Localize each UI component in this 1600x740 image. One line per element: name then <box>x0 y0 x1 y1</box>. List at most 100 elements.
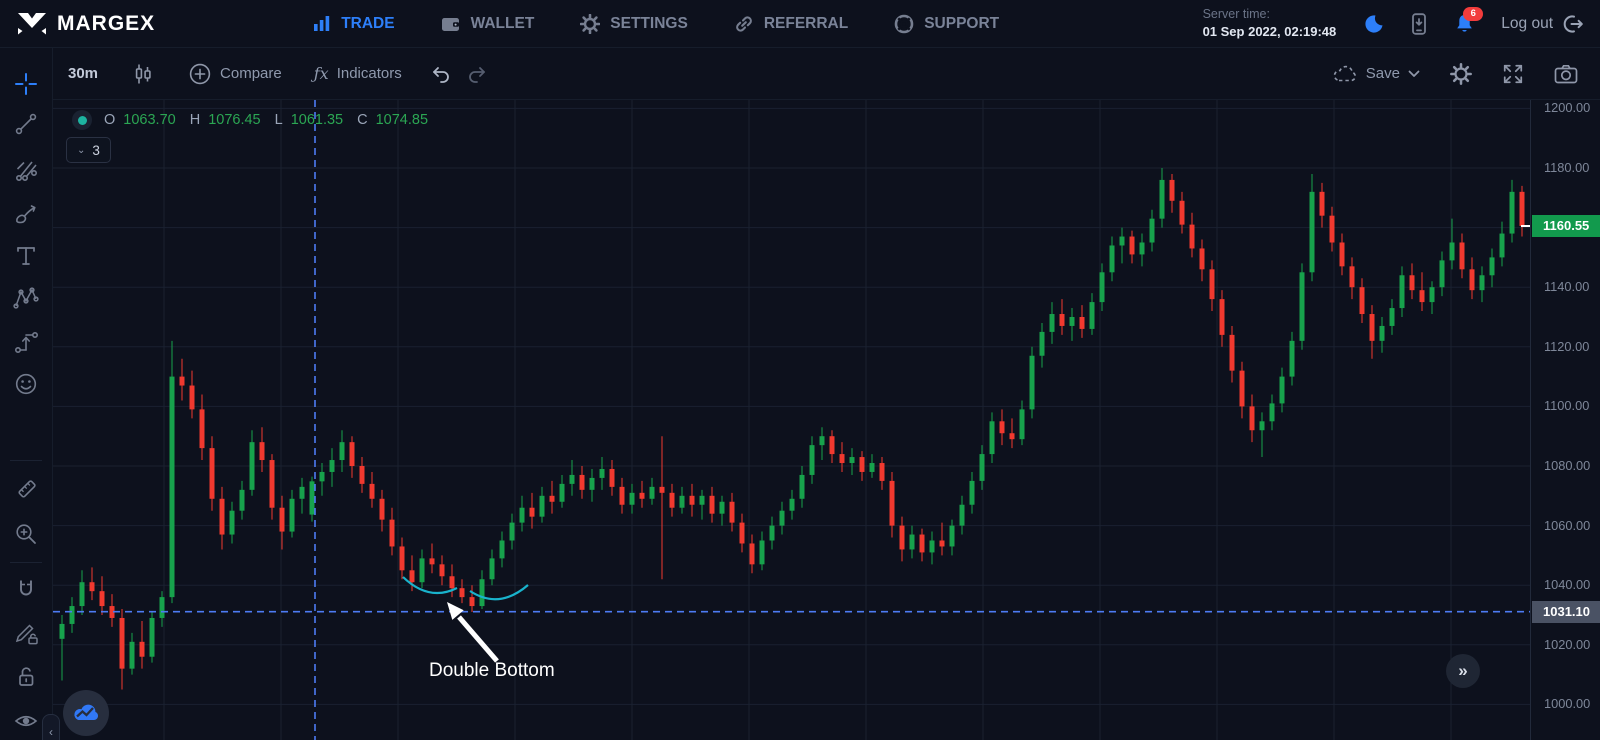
undo-button[interactable] <box>430 65 452 83</box>
lock-all-tool[interactable] <box>8 659 44 695</box>
indicators-label: Indicators <box>336 65 402 82</box>
logout-button[interactable]: Log out <box>1501 14 1584 34</box>
chart-type-button[interactable] <box>132 62 154 86</box>
cloud-icon <box>1333 65 1356 81</box>
undo-icon <box>432 66 449 83</box>
price-axis[interactable]: 1000.00 1020.00 1040.00 1060.00 1080.00 1100.… <box>1530 100 1600 740</box>
gann-fibonacci-tool[interactable] <box>8 152 44 188</box>
double-bottom-annotation[interactable] <box>402 576 529 663</box>
nav-label: TRADE <box>341 14 395 32</box>
nav-item-support[interactable]: SUPPORT <box>894 14 999 34</box>
server-time: Server time: 01 Sep 2022, 02:19:48 <box>1203 6 1337 42</box>
logout-icon <box>1563 14 1583 33</box>
theme-toggle-button[interactable] <box>1362 13 1384 35</box>
price-axis-label: 1200.00 <box>1544 100 1591 116</box>
chart-logo-button[interactable] <box>63 690 109 736</box>
zoom-in-tool[interactable] <box>8 516 44 552</box>
nav-label: SETTINGS <box>610 14 688 32</box>
top-nav: MARGEX TRADE WALLET <box>0 0 1600 48</box>
nav-item-trade[interactable]: TRADE <box>313 14 395 33</box>
nav-item-referral[interactable]: REFERRAL <box>734 14 848 34</box>
brush-tool[interactable] <box>8 196 44 232</box>
forecast-tool[interactable] <box>8 324 44 360</box>
magnifier-plus-icon <box>16 524 36 544</box>
bar-chart-icon <box>314 16 330 31</box>
trend-line-tool[interactable] <box>8 106 44 142</box>
margex-logo[interactable]: MARGEX <box>16 11 155 37</box>
sidebar-divider <box>10 562 42 563</box>
ohlc-legend[interactable]: O 1063.70 H 1076.45 L 1061.35 C 1074.85 <box>72 110 434 130</box>
close-label: C <box>357 112 368 128</box>
brand-name: MARGEX <box>57 11 156 35</box>
text-tool[interactable] <box>8 238 44 274</box>
price-axis-label: 1100.00 <box>1544 398 1590 414</box>
wallet-icon <box>441 18 459 31</box>
interval-button[interactable]: 30m <box>68 65 99 82</box>
last-price-tick <box>1521 224 1530 227</box>
compare-button[interactable]: Compare <box>188 62 282 86</box>
emoji-tool[interactable] <box>8 366 44 402</box>
close-value: 1074.85 <box>375 112 429 128</box>
nav-item-wallet[interactable]: WALLET <box>441 14 535 33</box>
notifications-button[interactable]: 6 <box>1454 6 1484 35</box>
chevron-down-icon: ⌄ <box>77 144 86 156</box>
pitchfork-icon <box>16 161 37 181</box>
series-status-icon <box>72 110 92 130</box>
notification-badge: 6 <box>1463 6 1484 21</box>
open-label: O <box>104 112 116 128</box>
drawing-lock-tool[interactable] <box>8 615 44 651</box>
magnet-icon <box>20 580 32 596</box>
trend-line-icon <box>15 113 37 135</box>
mobile-app-button[interactable] <box>1410 12 1428 35</box>
price-axis-label: 1180.00 <box>1544 160 1590 175</box>
chart-toolbar: 30m Compare ƒx Indicators <box>52 48 1600 100</box>
compare-label: Compare <box>220 65 282 82</box>
drawing-toolbar <box>0 48 53 740</box>
low-value: 1061.35 <box>290 112 344 128</box>
text-icon <box>17 247 35 265</box>
nav-label: REFERRAL <box>763 14 849 32</box>
gear-icon <box>1450 62 1472 85</box>
nav-menu: TRADE WALLET <box>313 13 999 34</box>
crosshair-tool[interactable] <box>8 66 44 102</box>
moon-icon <box>1365 14 1383 33</box>
margex-m-icon <box>18 12 46 34</box>
nav-label: WALLET <box>470 14 535 32</box>
link-icon <box>735 15 752 32</box>
fullscreen-button[interactable] <box>1502 63 1524 85</box>
show-panel-button[interactable]: » <box>1446 654 1480 688</box>
crosshair-lines <box>53 100 1530 740</box>
ruler-icon <box>18 480 36 498</box>
nav-right: Server time: 01 Sep 2022, 02:19:48 <box>1203 6 1584 42</box>
server-time-label: Server time: <box>1202 6 1270 21</box>
hide-all-tool[interactable] <box>8 703 44 739</box>
low-label: L <box>274 112 283 128</box>
nav-item-settings[interactable]: SETTINGS <box>580 13 688 34</box>
indicators-button[interactable]: ƒx Indicators <box>314 64 402 83</box>
gear-icon <box>580 13 601 34</box>
measure-tool[interactable] <box>8 472 44 508</box>
snapshot-button[interactable] <box>1554 64 1578 84</box>
grid-lines <box>53 100 1530 740</box>
magnet-tool[interactable] <box>8 572 44 608</box>
eye-icon <box>14 715 38 727</box>
chevron-down-icon <box>1408 70 1420 77</box>
candlestick-icon <box>135 64 151 83</box>
chart-settings-button[interactable] <box>1450 62 1472 85</box>
xabcd-pattern-tool[interactable] <box>8 280 44 316</box>
brush-icon <box>16 205 36 224</box>
price-axis-label: 1040.00 <box>1544 577 1591 593</box>
projection-icon <box>14 332 38 353</box>
save-layout-button[interactable]: Save <box>1332 64 1420 84</box>
redo-button[interactable] <box>466 65 488 83</box>
pattern-icon <box>13 287 39 309</box>
crosshair-price-label: 1031.10 <box>1532 600 1600 623</box>
sidebar-collapse-handle[interactable]: ‹ <box>42 714 60 740</box>
plus-circle-icon <box>189 63 211 84</box>
price-axis-label: 1020.00 <box>1544 636 1591 652</box>
fullscreen-icon <box>1503 64 1523 83</box>
objects-tree-badge[interactable]: ⌄ 3 <box>66 137 111 163</box>
double-chevron-right-icon: » <box>1458 661 1468 680</box>
